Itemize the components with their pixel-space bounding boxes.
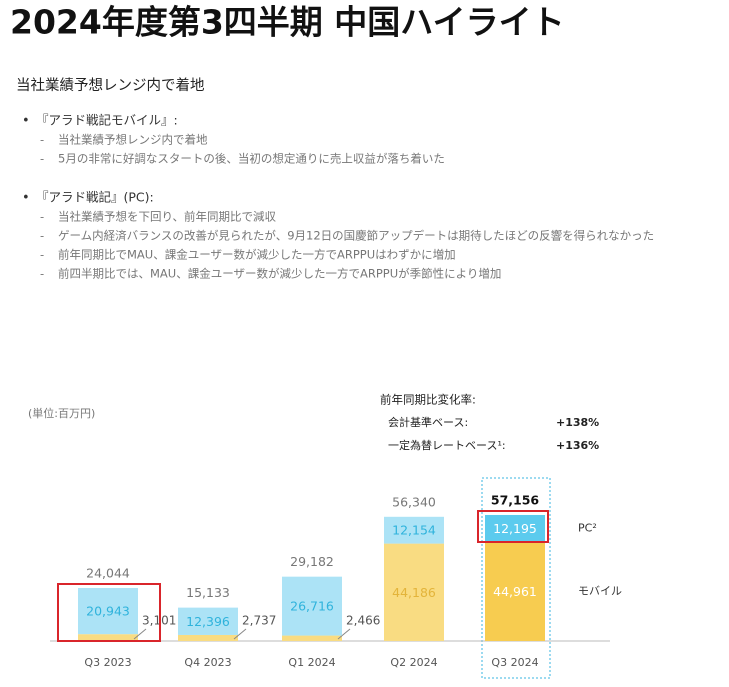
title: 2024年度第3四半期 中国ハイライト (10, 3, 565, 42)
yoy-value: +136% (556, 439, 599, 452)
x-tick-label: Q3 2023 (84, 656, 131, 669)
value-label: 2,466 (346, 614, 380, 628)
leader-line (337, 628, 351, 640)
leader-line (233, 628, 247, 640)
yoy-value: +138% (556, 416, 599, 429)
total-label: 24,044 (86, 565, 130, 580)
value-label: 2,737 (242, 614, 276, 628)
value-label: 44,186 (392, 585, 436, 600)
bar-segment (485, 541, 545, 641)
value-label: 44,961 (493, 584, 537, 599)
item: 前年同期比でMAU、課金ユーザー数が減少した一方でARPPUはわずかに増加 (58, 248, 456, 262)
bar-segment (384, 516, 444, 544)
emphasis-box (477, 510, 549, 543)
value-label: 12,396 (186, 614, 230, 629)
dash: - (40, 152, 44, 166)
leader-line (133, 628, 147, 640)
legend-label: PC² (578, 521, 597, 534)
emphasis-box (57, 583, 161, 642)
total-label: 57,156 (491, 493, 540, 508)
bar-segment (282, 576, 342, 636)
total-label: 56,340 (392, 494, 436, 509)
yoy-title: 前年同期比変化率: (380, 393, 476, 407)
value-label: 26,716 (290, 599, 334, 614)
dash: - (40, 133, 44, 147)
value-label: 20,943 (86, 604, 130, 619)
section-heading: 『アラド戦記』(PC): (36, 190, 154, 205)
yoy-label: 一定為替レートベース¹: (388, 438, 506, 452)
yoy-label: 会計基準ベース: (388, 415, 468, 429)
bar-segment (384, 543, 444, 641)
dash: - (40, 210, 44, 224)
highlight-box (481, 477, 551, 679)
value-label: 12,195 (493, 521, 537, 536)
x-tick-label: Q2 2024 (390, 656, 437, 669)
item: 当社業績予想を下回り、前年同期比で減収 (58, 210, 277, 224)
x-tick-label: Q4 2023 (184, 656, 231, 669)
bar-segment (178, 634, 238, 641)
total-label: 15,133 (186, 585, 230, 600)
bar-segment (485, 515, 545, 542)
item: 当社業績予想レンジ内で着地 (58, 133, 208, 147)
item: 5月の非常に好調なスタートの後、当初の想定通りに売上収益が落ち着いた (58, 152, 445, 166)
unit: (単位:百万円) (28, 406, 95, 420)
bar-segment (282, 635, 342, 641)
item: 前四半期比では、MAU、課金ユーザー数が減少した一方でARPPUが季節性により増… (58, 267, 501, 281)
dash: - (40, 267, 44, 281)
bar-segment (78, 634, 138, 641)
subtitle: 当社業績予想レンジ内で着地 (16, 77, 205, 94)
bullet: • (22, 191, 30, 206)
x-tick-label: Q3 2024 (491, 656, 538, 669)
x-tick-label: Q1 2024 (288, 656, 335, 669)
total-label: 29,182 (290, 554, 334, 569)
dash: - (40, 229, 44, 243)
section-heading: 『アラド戦記モバイル』: (36, 113, 178, 128)
dash: - (40, 248, 44, 262)
bar-segment (78, 587, 138, 635)
legend-label: モバイル (578, 584, 622, 597)
value-label: 12,154 (392, 523, 436, 538)
item: ゲーム内経済バランスの改善が見られたが、9月12日の国慶節アップデートは期待した… (58, 229, 654, 243)
bar-segment (178, 607, 238, 635)
bullet: • (22, 114, 30, 129)
